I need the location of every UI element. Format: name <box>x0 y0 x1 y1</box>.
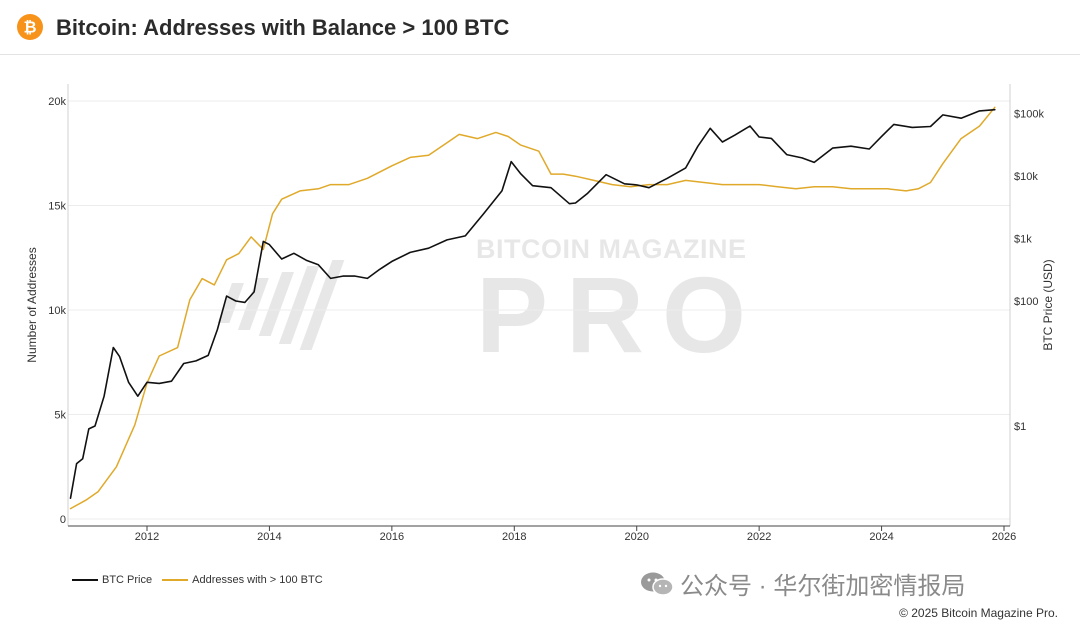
tick-layer: 0 5k 10k 15k 20k $1 $100 $1k $10k $100k 2012 2014 20… <box>48 96 1044 543</box>
y-right-tick-label: $1 <box>1014 421 1026 433</box>
watermark-mark-icon <box>217 260 345 350</box>
copyright: © 2025 Bitcoin Magazine Pro. <box>899 606 1058 620</box>
series-layer <box>69 106 996 510</box>
wechat-text: 公众号 · 华尔街加密情报局 <box>680 573 966 600</box>
legend-item-addresses[interactable]: Addresses with > 100 BTC <box>162 574 323 586</box>
legend-swatch-addresses <box>162 579 189 581</box>
svg-text:₿: ₿ <box>23 19 36 37</box>
x-tick-label: 2020 <box>624 531 648 543</box>
x-tick-label: 2012 <box>135 531 159 543</box>
y-right-tick-label: $100k <box>1014 109 1044 121</box>
y-left-tick-label: 20k <box>48 96 66 108</box>
y-left-tick-label: 15k <box>48 201 66 213</box>
chart-header: ₿ Bitcoin: Addresses with Balance > 100 … <box>0 0 1080 55</box>
y-right-tick-label: $1k <box>1014 234 1032 246</box>
legend-swatch-btc-price <box>72 579 98 581</box>
x-tick-label: 2026 <box>992 531 1016 543</box>
y-left-tick-label: 10k <box>48 305 66 317</box>
y-right-tick-label: $10k <box>1014 171 1038 183</box>
watermark-line1: BITCOIN MAGAZINE <box>476 234 746 264</box>
legend-label-btc-price: BTC Price <box>102 574 153 586</box>
bitcoin-logo-icon: ₿ <box>17 14 43 40</box>
y-left-tick-label: 5k <box>54 410 66 422</box>
y-axis-left-title: Number of Addresses <box>25 247 39 362</box>
x-tick-label: 2014 <box>257 531 281 543</box>
series-line-addresses <box>69 106 996 510</box>
x-tick-label: 2018 <box>502 531 526 543</box>
x-tick-label: 2016 <box>380 531 404 543</box>
axes <box>67 84 1011 531</box>
watermark: BITCOIN MAGAZINE PRO <box>217 234 746 375</box>
wechat-icon <box>641 572 674 596</box>
legend-label-addresses: Addresses with > 100 BTC <box>192 574 323 586</box>
x-tick-label: 2022 <box>747 531 771 543</box>
y-axis-right-title: BTC Price (USD) <box>1041 259 1055 350</box>
legend: BTC Price Addresses with > 100 BTC <box>72 574 333 586</box>
y-left-tick-label: 0 <box>60 514 66 526</box>
page-title: Bitcoin: Addresses with Balance > 100 BT… <box>56 15 510 40</box>
y-right-tick-label: $100 <box>1014 296 1038 308</box>
legend-item-btc-price[interactable]: BTC Price <box>72 574 152 586</box>
wechat-watermark: 公众号 · 华尔街加密情报局 <box>640 566 965 601</box>
x-tick-label: 2024 <box>869 531 893 543</box>
watermark-line2: PRO <box>476 254 746 375</box>
grid <box>68 100 1010 520</box>
series-line-btc-price <box>69 108 996 499</box>
